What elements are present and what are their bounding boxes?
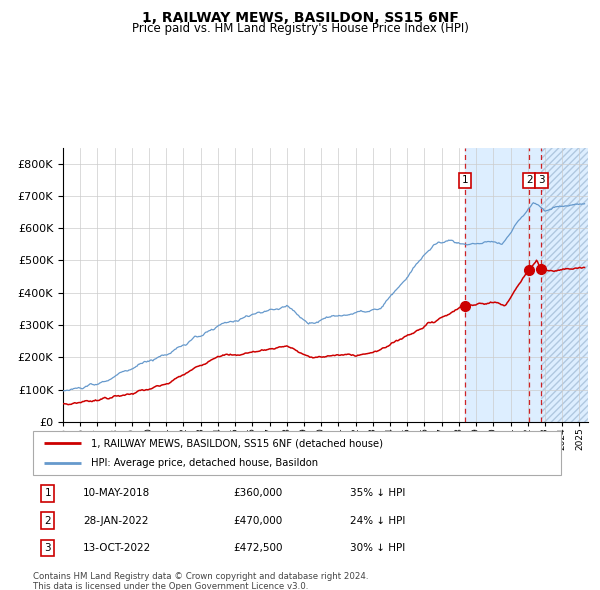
- Text: £360,000: £360,000: [233, 489, 283, 499]
- Text: £472,500: £472,500: [233, 543, 283, 553]
- Bar: [541, 148, 588, 422]
- Text: 3: 3: [44, 543, 51, 553]
- Text: Price paid vs. HM Land Registry's House Price Index (HPI): Price paid vs. HM Land Registry's House …: [131, 22, 469, 35]
- Text: 30% ↓ HPI: 30% ↓ HPI: [350, 543, 405, 553]
- Text: 1: 1: [44, 489, 51, 499]
- Text: 13-OCT-2022: 13-OCT-2022: [83, 543, 151, 553]
- Bar: [541, 148, 588, 422]
- Text: 24% ↓ HPI: 24% ↓ HPI: [350, 516, 405, 526]
- Text: Contains HM Land Registry data © Crown copyright and database right 2024.: Contains HM Land Registry data © Crown c…: [33, 572, 368, 581]
- Text: 2: 2: [526, 175, 532, 185]
- Text: £470,000: £470,000: [233, 516, 283, 526]
- Text: 10-MAY-2018: 10-MAY-2018: [83, 489, 151, 499]
- Text: 1, RAILWAY MEWS, BASILDON, SS15 6NF (detached house): 1, RAILWAY MEWS, BASILDON, SS15 6NF (det…: [91, 438, 383, 448]
- Text: 28-JAN-2022: 28-JAN-2022: [83, 516, 149, 526]
- Text: 2: 2: [44, 516, 51, 526]
- Text: This data is licensed under the Open Government Licence v3.0.: This data is licensed under the Open Gov…: [33, 582, 308, 590]
- Text: 35% ↓ HPI: 35% ↓ HPI: [350, 489, 405, 499]
- Text: 3: 3: [538, 175, 545, 185]
- Text: HPI: Average price, detached house, Basildon: HPI: Average price, detached house, Basi…: [91, 458, 318, 467]
- Text: 1: 1: [462, 175, 469, 185]
- Text: 1, RAILWAY MEWS, BASILDON, SS15 6NF: 1, RAILWAY MEWS, BASILDON, SS15 6NF: [142, 11, 458, 25]
- Bar: [465, 148, 541, 422]
